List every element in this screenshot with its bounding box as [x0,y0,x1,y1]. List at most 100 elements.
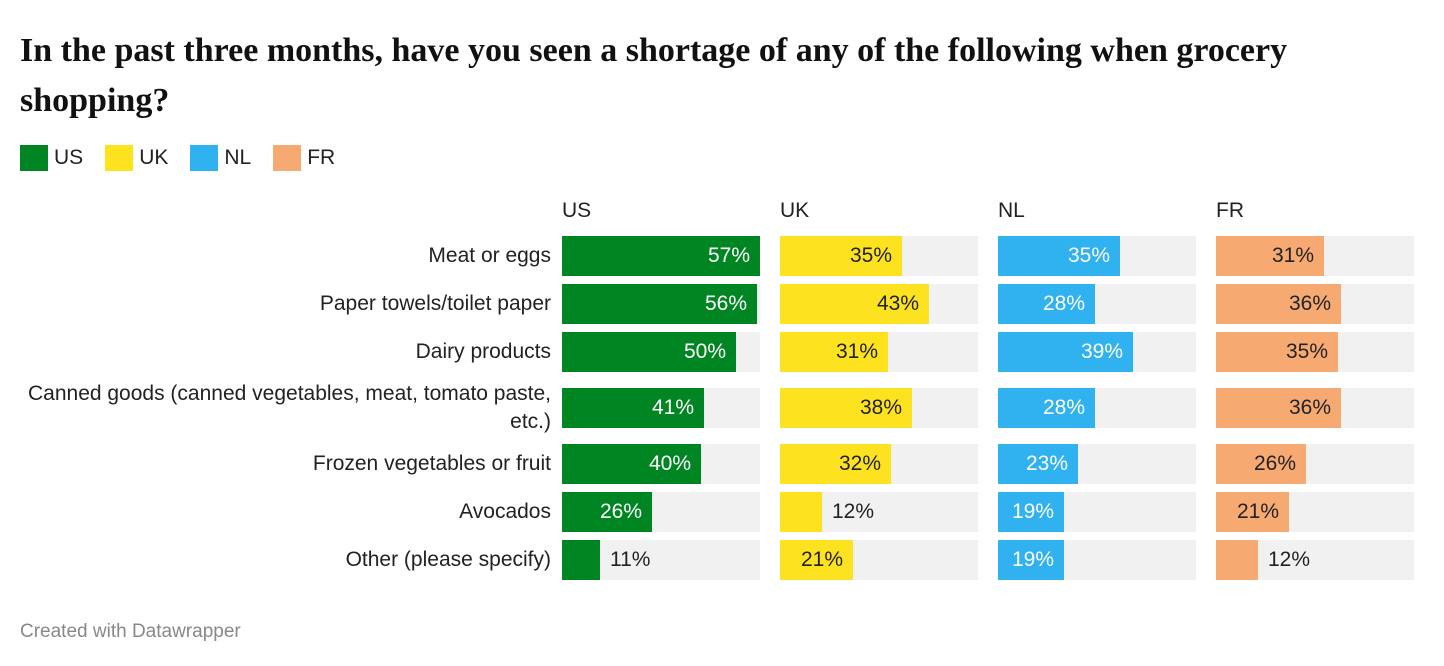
bar-fr [1216,444,1306,484]
bar-value-label: 50% [683,340,726,363]
legend-swatch-nl [190,145,219,171]
bar-value-label: 11% [610,548,651,571]
bar-value-label: 56% [704,292,747,315]
bar-track-nl: 19% [998,540,1196,580]
bar-nl [998,284,1095,324]
bar-value-label: 12% [832,500,875,523]
bar-uk [780,444,891,484]
column-header-nl: NL [998,199,1025,222]
bar-fr [1216,540,1258,580]
legend-item-nl: NL [190,145,251,171]
bar-track-uk: 35% [780,236,978,276]
bar-track-fr: 35% [1216,332,1414,372]
bar-track-us: 57% [562,236,760,276]
bar-uk [780,388,912,428]
bar-track-us: 56% [562,284,760,324]
bar-value-label: 21% [800,548,843,571]
bar-fr [1216,492,1289,532]
bar-nl [998,444,1078,484]
legend-label-us: US [54,146,84,169]
bar-track-uk: 12% [780,492,978,532]
bar-track-nl: 23% [998,444,1196,484]
bar-nl [998,388,1095,428]
bar-value-label: 41% [651,396,694,419]
bar-track-us: 26% [562,492,760,532]
bar-track-uk: 32% [780,444,978,484]
bar-us [562,284,757,324]
bar-value-label: 31% [1271,244,1314,267]
bar-value-label: 23% [1025,452,1068,475]
bar-value-label: 35% [1067,244,1110,267]
bar-us [562,444,701,484]
bar-uk [780,236,902,276]
bar-value-label: 43% [876,292,919,315]
bar-uk [780,492,822,532]
bar-value-label: 26% [599,500,642,523]
bar-value-label: 21% [1236,500,1279,523]
legend-label-fr: FR [307,146,336,169]
bar-us [562,388,704,428]
bar-fr [1216,332,1338,372]
legend-swatch-us [20,145,48,171]
footer-credit[interactable]: Created with Datawrapper [20,621,241,642]
bar-value-label: 35% [1285,340,1328,363]
bar-track-fr: 21% [1216,492,1414,532]
bar-track-uk: 21% [780,540,978,580]
bar-track-nl: 39% [998,332,1196,372]
legend-label-uk: UK [139,146,169,169]
bar-uk [780,540,853,580]
legend: US UK NL FR [20,145,357,171]
bar-track-uk: 43% [780,284,978,324]
bar-track-us: 41% [562,388,760,428]
legend-item-us: US [20,145,83,171]
bar-value-label: 19% [1011,548,1054,571]
column-header-uk: UK [780,199,810,222]
bar-track-uk: 38% [780,388,978,428]
row-label: Meat or eggs [428,244,551,267]
legend-item-uk: UK [105,145,168,171]
bar-value-label: 40% [648,452,691,475]
row-label: Frozen vegetables or fruit [312,452,551,475]
legend-label-nl: NL [224,146,252,169]
bar-uk [780,332,888,372]
bar-track-nl: 35% [998,236,1196,276]
bar-value-label: 19% [1011,500,1054,523]
bar-nl [998,540,1064,580]
bar-track-us: 40% [562,444,760,484]
bar-fr [1216,388,1341,428]
column-header-fr: FR [1216,199,1244,222]
bar-track-uk: 31% [780,332,978,372]
bar-value-label: 32% [838,452,881,475]
bar-track-nl: 28% [998,388,1196,428]
bar-track-fr: 26% [1216,444,1414,484]
bar-value-label: 38% [859,396,902,419]
legend-swatch-uk [105,145,134,171]
bar-value-label: 28% [1042,396,1085,419]
bar-track-nl: 28% [998,284,1196,324]
bar-nl [998,236,1120,276]
bar-track-fr: 12% [1216,540,1414,580]
bar-us [562,492,652,532]
row-label: Avocados [459,500,551,523]
bar-value-label: 36% [1288,292,1331,315]
column-header-us: US [562,199,592,222]
legend-swatch-fr [273,145,302,171]
bar-value-label: 35% [849,244,892,267]
bar-track-nl: 19% [998,492,1196,532]
bar-nl [998,332,1133,372]
row-label: Canned goods (canned vegetables, meat, t… [27,382,551,433]
bar-us [562,332,736,372]
bar-value-label: 12% [1268,548,1311,571]
bar-track-fr: 36% [1216,284,1414,324]
bar-track-fr: 36% [1216,388,1414,428]
chart-title: In the past three months, have you seen … [20,32,1288,119]
bar-value-label: 28% [1042,292,1085,315]
bar-track-us: 50% [562,332,760,372]
bar-track-us: 11% [562,540,760,580]
bar-uk [780,284,929,324]
bar-fr [1216,236,1324,276]
bar-us [562,540,600,580]
bar-us [562,236,760,276]
row-label: Dairy products [415,340,551,363]
bar-value-label: 39% [1080,340,1123,363]
